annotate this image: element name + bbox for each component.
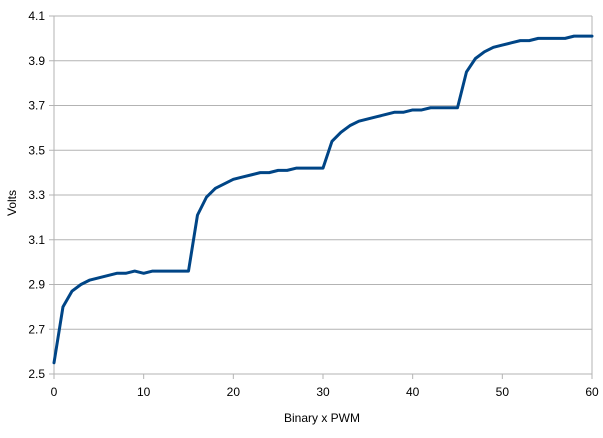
x-tick-label: 20 <box>227 385 241 399</box>
x-axis-title: Binary x PWM <box>284 411 360 425</box>
data-point <box>169 270 171 272</box>
data-point <box>582 35 584 37</box>
data-point <box>223 183 225 185</box>
series-line <box>52 34 594 365</box>
data-point <box>187 270 189 272</box>
data-point <box>403 111 405 113</box>
data-point <box>313 167 315 169</box>
data-point <box>151 270 153 272</box>
data-point <box>447 107 449 109</box>
data-point <box>116 272 118 274</box>
data-point <box>537 37 539 39</box>
x-tick-label: 10 <box>137 385 151 399</box>
data-point <box>465 71 467 73</box>
y-tick-label: 3.5 <box>28 143 45 157</box>
data-point <box>411 109 413 111</box>
data-point <box>178 270 180 272</box>
y-tick-label: 3.3 <box>28 188 45 202</box>
data-point <box>232 178 234 180</box>
x-tick-label: 60 <box>585 385 599 399</box>
data-point <box>214 187 216 189</box>
data-point <box>295 167 297 169</box>
y-tick-label: 3.9 <box>28 54 45 68</box>
data-point <box>349 124 351 126</box>
data-point <box>385 113 387 115</box>
data-point <box>331 140 333 142</box>
data-point <box>125 272 127 274</box>
data-point <box>205 196 207 198</box>
data-point <box>259 171 261 173</box>
data-point <box>564 37 566 39</box>
data-point <box>277 169 279 171</box>
data-point <box>420 109 422 111</box>
data-point <box>483 51 485 53</box>
series-layer <box>52 34 594 365</box>
data-point <box>394 111 396 113</box>
data-point <box>98 277 100 279</box>
data-point <box>367 118 369 120</box>
data-point <box>89 279 91 281</box>
data-point <box>546 37 548 39</box>
data-point <box>322 167 324 169</box>
y-tick-label: 3.1 <box>28 233 45 247</box>
data-point <box>286 169 288 171</box>
data-point <box>196 214 198 216</box>
x-tick-label: 50 <box>496 385 510 399</box>
tick-labels: 2.5 2.7 2.9 3.1 3.3 3.5 3.7 3.9 4.1 0 10 20 30 40 50 60 <box>28 9 599 399</box>
data-point <box>519 39 521 41</box>
data-point <box>501 44 503 46</box>
axes <box>49 15 593 379</box>
x-tick-label: 40 <box>406 385 420 399</box>
gridlines <box>54 15 592 375</box>
data-point <box>241 176 243 178</box>
data-point <box>528 39 530 41</box>
y-tick-label: 3.7 <box>28 99 45 113</box>
data-point <box>62 306 64 308</box>
x-tick-label: 30 <box>316 385 330 399</box>
data-point <box>53 362 55 364</box>
data-point <box>142 272 144 274</box>
data-point <box>429 107 431 109</box>
data-point <box>510 42 512 44</box>
data-point <box>107 274 109 276</box>
data-point <box>134 270 136 272</box>
y-axis-title: Volts <box>5 190 19 216</box>
data-point <box>160 270 162 272</box>
data-point <box>591 35 593 37</box>
y-tick-label: 2.5 <box>28 367 45 381</box>
data-point <box>438 107 440 109</box>
data-point <box>304 167 306 169</box>
data-point <box>358 120 360 122</box>
data-point <box>268 171 270 173</box>
y-tick-label: 4.1 <box>28 9 45 23</box>
data-point <box>340 131 342 133</box>
data-point <box>376 115 378 117</box>
y-tick-label: 2.9 <box>28 278 45 292</box>
data-point <box>250 174 252 176</box>
y-tick-label: 2.7 <box>28 322 45 336</box>
data-point <box>80 283 82 285</box>
x-tick-label: 0 <box>51 385 58 399</box>
data-point <box>71 290 73 292</box>
data-point <box>456 107 458 109</box>
data-point <box>555 37 557 39</box>
data-point <box>492 46 494 48</box>
data-point <box>573 35 575 37</box>
data-point <box>474 57 476 59</box>
